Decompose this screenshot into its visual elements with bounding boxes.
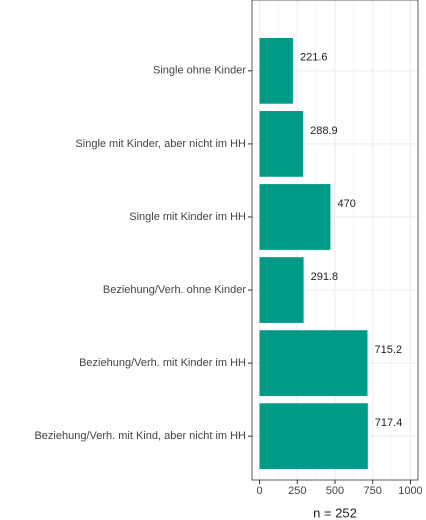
y-tick-label: Single mit Kinder im HH: [129, 211, 246, 223]
value-label: 717.4: [375, 417, 403, 429]
bar: [259, 184, 331, 250]
x-axis-label: n = 252: [313, 505, 357, 520]
bar: [259, 330, 368, 396]
panel-border: [251, 0, 419, 481]
value-label: 221.6: [300, 52, 328, 64]
value-label: 715.2: [374, 344, 402, 356]
y-tick-label: Single ohne Kinder: [153, 65, 246, 77]
value-label: 288.9: [310, 125, 338, 137]
y-tick-label: Single mit Kinder, aber nicht im HH: [75, 138, 246, 150]
value-label: 291.8: [311, 271, 339, 283]
x-tick-label: 500: [326, 485, 344, 497]
bar: [259, 37, 293, 104]
y-tick-label: Beziehung/Verh. mit Kind, aber nicht im …: [34, 430, 246, 442]
bar: [259, 403, 368, 470]
y-tick-label: Beziehung/Verh. mit Kinder im HH: [79, 357, 246, 369]
y-tick-label: Beziehung/Verh. ohne Kinder: [103, 284, 246, 296]
x-tick-label: 1000: [398, 485, 422, 497]
value-label: 470: [337, 198, 355, 210]
x-tick-label: 750: [364, 485, 382, 497]
bar: [259, 257, 304, 323]
x-tick-label: 250: [288, 485, 306, 497]
bar: [259, 111, 304, 177]
x-tick-label: 0: [256, 485, 262, 497]
